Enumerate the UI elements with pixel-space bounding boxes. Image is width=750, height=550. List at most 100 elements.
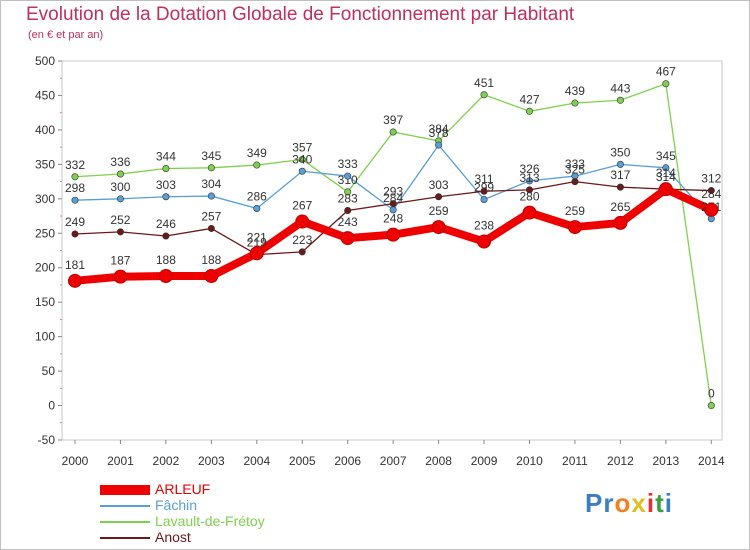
data-point: [116, 170, 124, 178]
data-label: 384: [429, 122, 449, 136]
data-label: 267: [292, 199, 312, 213]
data-point: [298, 248, 306, 256]
data-label: 187: [110, 254, 130, 268]
data-label: 259: [565, 204, 585, 218]
data-label: 317: [610, 168, 630, 182]
x-tick-label: 2011: [562, 454, 588, 468]
data-point: [480, 91, 488, 99]
data-point: [116, 228, 124, 236]
legend-label: Fâchin: [155, 497, 198, 513]
data-label: 340: [292, 152, 312, 166]
data-label: 280: [519, 190, 539, 204]
legend-swatch: [100, 521, 150, 523]
data-point: [162, 232, 170, 240]
data-point: [204, 268, 219, 283]
data-point: [704, 202, 719, 217]
data-label: 223: [292, 233, 312, 247]
x-tick-label: 2001: [107, 454, 134, 468]
x-tick-label: 2002: [153, 454, 180, 468]
data-point: [207, 192, 215, 200]
data-point: [344, 172, 352, 180]
data-label: 0: [708, 387, 715, 401]
data-point: [295, 214, 310, 229]
y-tick-label: 200: [35, 261, 55, 275]
data-point: [480, 196, 488, 204]
data-point: [567, 220, 582, 235]
data-label: 350: [610, 145, 630, 159]
x-tick-label: 2006: [334, 454, 361, 468]
data-label: 238: [474, 219, 494, 233]
data-label: 249: [65, 215, 85, 229]
data-point: [480, 187, 488, 195]
data-label: 333: [338, 157, 358, 171]
legend-swatch: [100, 537, 150, 539]
data-point: [658, 182, 673, 197]
data-point: [344, 207, 352, 215]
data-label: 300: [110, 180, 130, 194]
data-label: 312: [701, 172, 721, 186]
x-tick-label: 2013: [652, 454, 679, 468]
data-label: 467: [656, 65, 676, 79]
data-point: [571, 178, 579, 186]
data-label: 397: [383, 113, 403, 127]
data-label: 349: [247, 146, 267, 160]
data-point: [477, 234, 492, 249]
y-tick-label: 250: [35, 226, 55, 240]
legend-swatch: [100, 505, 150, 507]
data-label: 303: [156, 178, 176, 192]
data-label: 311: [474, 172, 493, 186]
data-point: [71, 196, 79, 204]
data-point: [253, 204, 261, 212]
data-label: 293: [383, 185, 403, 199]
data-label: 303: [429, 178, 449, 192]
y-tick-label: 100: [35, 330, 55, 344]
data-label: 332: [65, 158, 85, 172]
data-label: 248: [383, 212, 403, 226]
x-tick-label: 2012: [607, 454, 634, 468]
data-point: [571, 99, 579, 107]
data-label: 378: [429, 126, 449, 140]
data-point: [389, 200, 397, 208]
legend-label: ARLEUF: [155, 481, 211, 497]
x-tick-label: 2010: [516, 454, 543, 468]
chart-title: Evolution de la Dotation Globale de Fonc…: [26, 4, 575, 25]
data-point: [340, 231, 355, 246]
x-tick-label: 2014: [698, 454, 725, 468]
data-point: [616, 160, 624, 168]
y-tick-label: 500: [35, 54, 55, 68]
data-point: [707, 187, 715, 195]
y-tick-label: 150: [35, 295, 55, 309]
data-label: 221: [247, 230, 267, 244]
legend-swatch: [100, 485, 150, 495]
y-tick-label: 300: [35, 192, 55, 206]
data-label: 219: [247, 236, 267, 250]
data-point: [613, 215, 628, 230]
y-tick-label: 450: [35, 88, 55, 102]
data-label: 283: [338, 192, 358, 206]
data-label: 286: [247, 189, 267, 203]
data-point: [162, 193, 170, 201]
data-point: [344, 188, 352, 196]
data-point: [71, 173, 79, 181]
data-label: 284: [383, 191, 403, 205]
data-point: [249, 246, 264, 261]
data-label: 333: [565, 157, 585, 171]
x-tick-label: 2005: [289, 454, 316, 468]
data-label: 313: [519, 171, 539, 185]
data-point: [707, 402, 715, 410]
data-point: [113, 269, 128, 284]
data-point: [298, 167, 306, 175]
data-point: [431, 220, 446, 235]
data-label: 246: [156, 217, 176, 231]
data-point: [662, 80, 670, 88]
data-label: 299: [474, 181, 494, 195]
y-tick-label: 400: [35, 123, 55, 137]
data-point: [435, 193, 443, 201]
x-tick-label: 2008: [425, 454, 452, 468]
data-label: 314: [656, 166, 676, 180]
data-point: [298, 156, 306, 164]
data-label: 326: [519, 162, 539, 176]
data-label: 257: [201, 209, 221, 223]
data-point: [253, 161, 261, 169]
